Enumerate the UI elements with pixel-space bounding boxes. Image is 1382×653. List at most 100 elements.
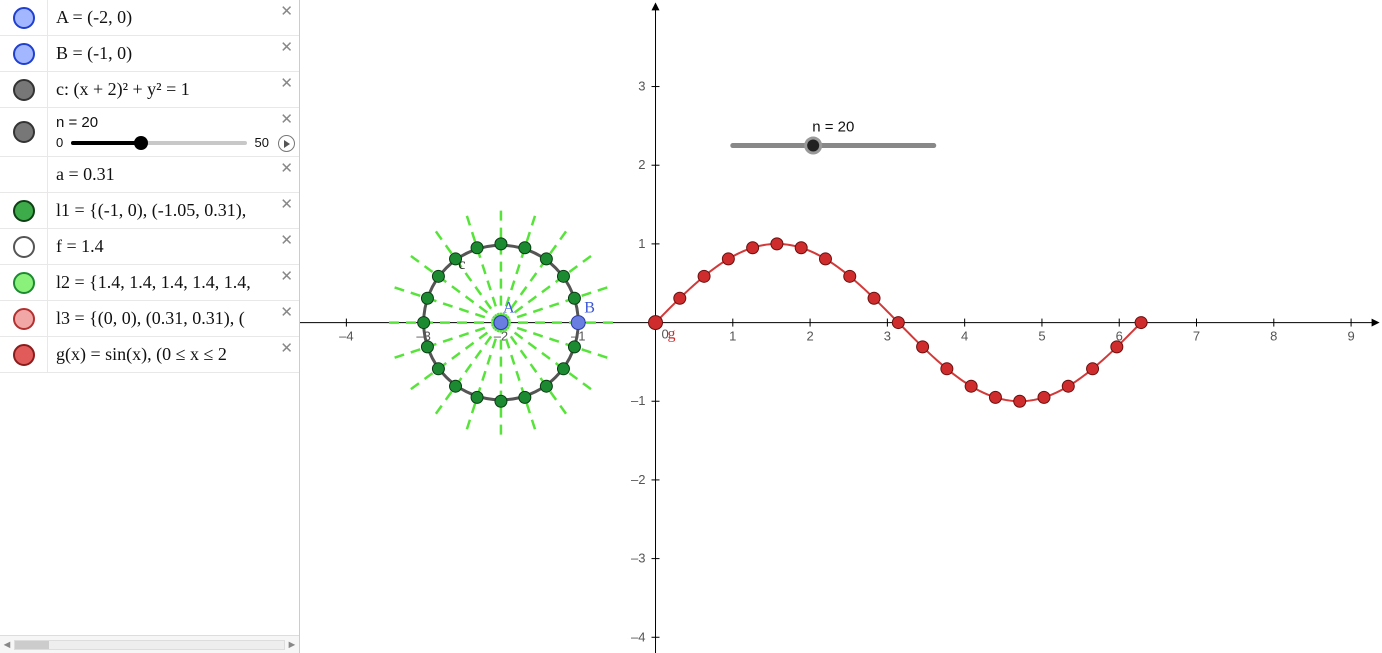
row-body[interactable]: ✕f = 1.4 bbox=[48, 229, 299, 264]
visibility-toggle[interactable] bbox=[0, 337, 48, 372]
visibility-toggle[interactable] bbox=[0, 0, 48, 35]
delete-icon[interactable]: ✕ bbox=[280, 267, 293, 285]
scroll-thumb[interactable] bbox=[15, 641, 49, 649]
delete-icon[interactable]: ✕ bbox=[280, 38, 293, 56]
visibility-toggle[interactable] bbox=[0, 157, 48, 192]
l3-point[interactable] bbox=[698, 270, 710, 282]
l1-point[interactable] bbox=[450, 380, 462, 392]
origin-point[interactable] bbox=[649, 316, 663, 330]
l1-point[interactable] bbox=[421, 341, 433, 353]
l1-point[interactable] bbox=[471, 391, 483, 403]
l3-point[interactable] bbox=[1111, 341, 1123, 353]
point-a[interactable] bbox=[494, 316, 508, 330]
l1-point[interactable] bbox=[418, 317, 430, 329]
point-b[interactable] bbox=[571, 316, 585, 330]
ray bbox=[465, 323, 501, 435]
scroll-right-icon[interactable]: ► bbox=[285, 636, 299, 653]
row-body[interactable]: ✕a = 0.31 bbox=[48, 157, 299, 192]
l3-point[interactable] bbox=[965, 380, 977, 392]
algebra-row[interactable]: ✕c: (x + 2)² + y² = 1 bbox=[0, 72, 299, 108]
l1-point[interactable] bbox=[557, 363, 569, 375]
row-body[interactable]: ✕g(x) = sin(x), (0 ≤ x ≤ 2 bbox=[48, 337, 299, 372]
l3-point[interactable] bbox=[1087, 363, 1099, 375]
l3-point[interactable] bbox=[989, 391, 1001, 403]
visibility-toggle[interactable] bbox=[0, 108, 48, 156]
l1-point[interactable] bbox=[540, 253, 552, 265]
l1-point[interactable] bbox=[495, 395, 507, 407]
delete-icon[interactable]: ✕ bbox=[280, 2, 293, 20]
l3-point[interactable] bbox=[892, 317, 904, 329]
l3-point[interactable] bbox=[1135, 317, 1147, 329]
visibility-toggle[interactable] bbox=[0, 301, 48, 336]
l3-point[interactable] bbox=[722, 253, 734, 265]
l1-point[interactable] bbox=[519, 391, 531, 403]
scroll-left-icon[interactable]: ◄ bbox=[0, 636, 14, 653]
visibility-toggle[interactable] bbox=[0, 265, 48, 300]
l3-point[interactable] bbox=[819, 253, 831, 265]
l1-point[interactable] bbox=[495, 238, 507, 250]
l3-point[interactable] bbox=[868, 292, 880, 304]
l1-point[interactable] bbox=[519, 242, 531, 254]
row-body[interactable]: ✕A = (-2, 0) bbox=[48, 0, 299, 35]
delete-icon[interactable]: ✕ bbox=[280, 339, 293, 357]
l1-point[interactable] bbox=[432, 363, 444, 375]
definition-label: g(x) = sin(x), (0 ≤ x ≤ 2 bbox=[56, 344, 291, 365]
algebra-row[interactable]: ✕a = 0.31 bbox=[0, 157, 299, 193]
l3-point[interactable] bbox=[771, 238, 783, 250]
graphics-svg[interactable]: –4–3–2–10123456789–4–3–2–1123cABgn = 20 bbox=[300, 0, 1382, 653]
graphics-view[interactable]: –4–3–2–10123456789–4–3–2–1123cABgn = 20 bbox=[300, 0, 1382, 653]
l1-point[interactable] bbox=[450, 253, 462, 265]
l3-point[interactable] bbox=[674, 292, 686, 304]
delete-icon[interactable]: ✕ bbox=[280, 195, 293, 213]
visibility-toggle[interactable] bbox=[0, 193, 48, 228]
l3-point[interactable] bbox=[917, 341, 929, 353]
algebra-row[interactable]: ✕g(x) = sin(x), (0 ≤ x ≤ 2 bbox=[0, 337, 299, 373]
delete-icon[interactable]: ✕ bbox=[280, 159, 293, 177]
slider-track[interactable] bbox=[71, 141, 246, 145]
row-body[interactable]: ✕l1 = {(-1, 0), (-1.05, 0.31), bbox=[48, 193, 299, 228]
l3-point[interactable] bbox=[747, 242, 759, 254]
l1-point[interactable] bbox=[471, 242, 483, 254]
l1-point[interactable] bbox=[568, 341, 580, 353]
visibility-toggle[interactable] bbox=[0, 229, 48, 264]
delete-icon[interactable]: ✕ bbox=[280, 110, 293, 128]
l1-point[interactable] bbox=[568, 292, 580, 304]
definition-label: l1 = {(-1, 0), (-1.05, 0.31), bbox=[56, 200, 291, 221]
l3-point[interactable] bbox=[1038, 391, 1050, 403]
tick-label: –4 bbox=[631, 629, 645, 644]
row-body[interactable]: ✕B = (-1, 0) bbox=[48, 36, 299, 71]
l3-point[interactable] bbox=[795, 242, 807, 254]
definition-label: f = 1.4 bbox=[56, 236, 291, 257]
slider-thumb[interactable] bbox=[134, 136, 148, 150]
object-swatch-icon bbox=[13, 308, 35, 330]
row-body[interactable]: ✕l3 = {(0, 0), (0.31, 0.31), ( bbox=[48, 301, 299, 336]
row-body[interactable]: ✕l2 = {1.4, 1.4, 1.4, 1.4, 1.4, bbox=[48, 265, 299, 300]
algebra-row[interactable]: ✕l3 = {(0, 0), (0.31, 0.31), ( bbox=[0, 301, 299, 337]
algebra-row[interactable]: ✕l1 = {(-1, 0), (-1.05, 0.31), bbox=[0, 193, 299, 229]
play-icon[interactable] bbox=[278, 135, 295, 152]
l3-point[interactable] bbox=[1014, 395, 1026, 407]
delete-icon[interactable]: ✕ bbox=[280, 303, 293, 321]
sidebar-scrollbar[interactable]: ◄ ► bbox=[0, 635, 299, 653]
l1-point[interactable] bbox=[421, 292, 433, 304]
algebra-row[interactable]: ✕A = (-2, 0) bbox=[0, 0, 299, 36]
delete-icon[interactable]: ✕ bbox=[280, 231, 293, 249]
visibility-toggle[interactable] bbox=[0, 36, 48, 71]
algebra-row[interactable]: ✕B = (-1, 0) bbox=[0, 36, 299, 72]
object-swatch-icon bbox=[13, 121, 35, 143]
row-body[interactable]: ✕c: (x + 2)² + y² = 1 bbox=[48, 72, 299, 107]
algebra-row[interactable]: ✕l2 = {1.4, 1.4, 1.4, 1.4, 1.4, bbox=[0, 265, 299, 301]
row-body[interactable]: ✕n = 20050 bbox=[48, 108, 299, 156]
delete-icon[interactable]: ✕ bbox=[280, 74, 293, 92]
function-g-label: g bbox=[668, 326, 676, 343]
l3-point[interactable] bbox=[941, 363, 953, 375]
visibility-toggle[interactable] bbox=[0, 72, 48, 107]
l1-point[interactable] bbox=[432, 270, 444, 282]
l3-point[interactable] bbox=[844, 270, 856, 282]
l3-point[interactable] bbox=[1062, 380, 1074, 392]
l1-point[interactable] bbox=[540, 380, 552, 392]
scroll-track[interactable] bbox=[14, 640, 285, 650]
algebra-row[interactable]: ✕n = 20050 bbox=[0, 108, 299, 157]
l1-point[interactable] bbox=[557, 270, 569, 282]
algebra-row[interactable]: ✕f = 1.4 bbox=[0, 229, 299, 265]
